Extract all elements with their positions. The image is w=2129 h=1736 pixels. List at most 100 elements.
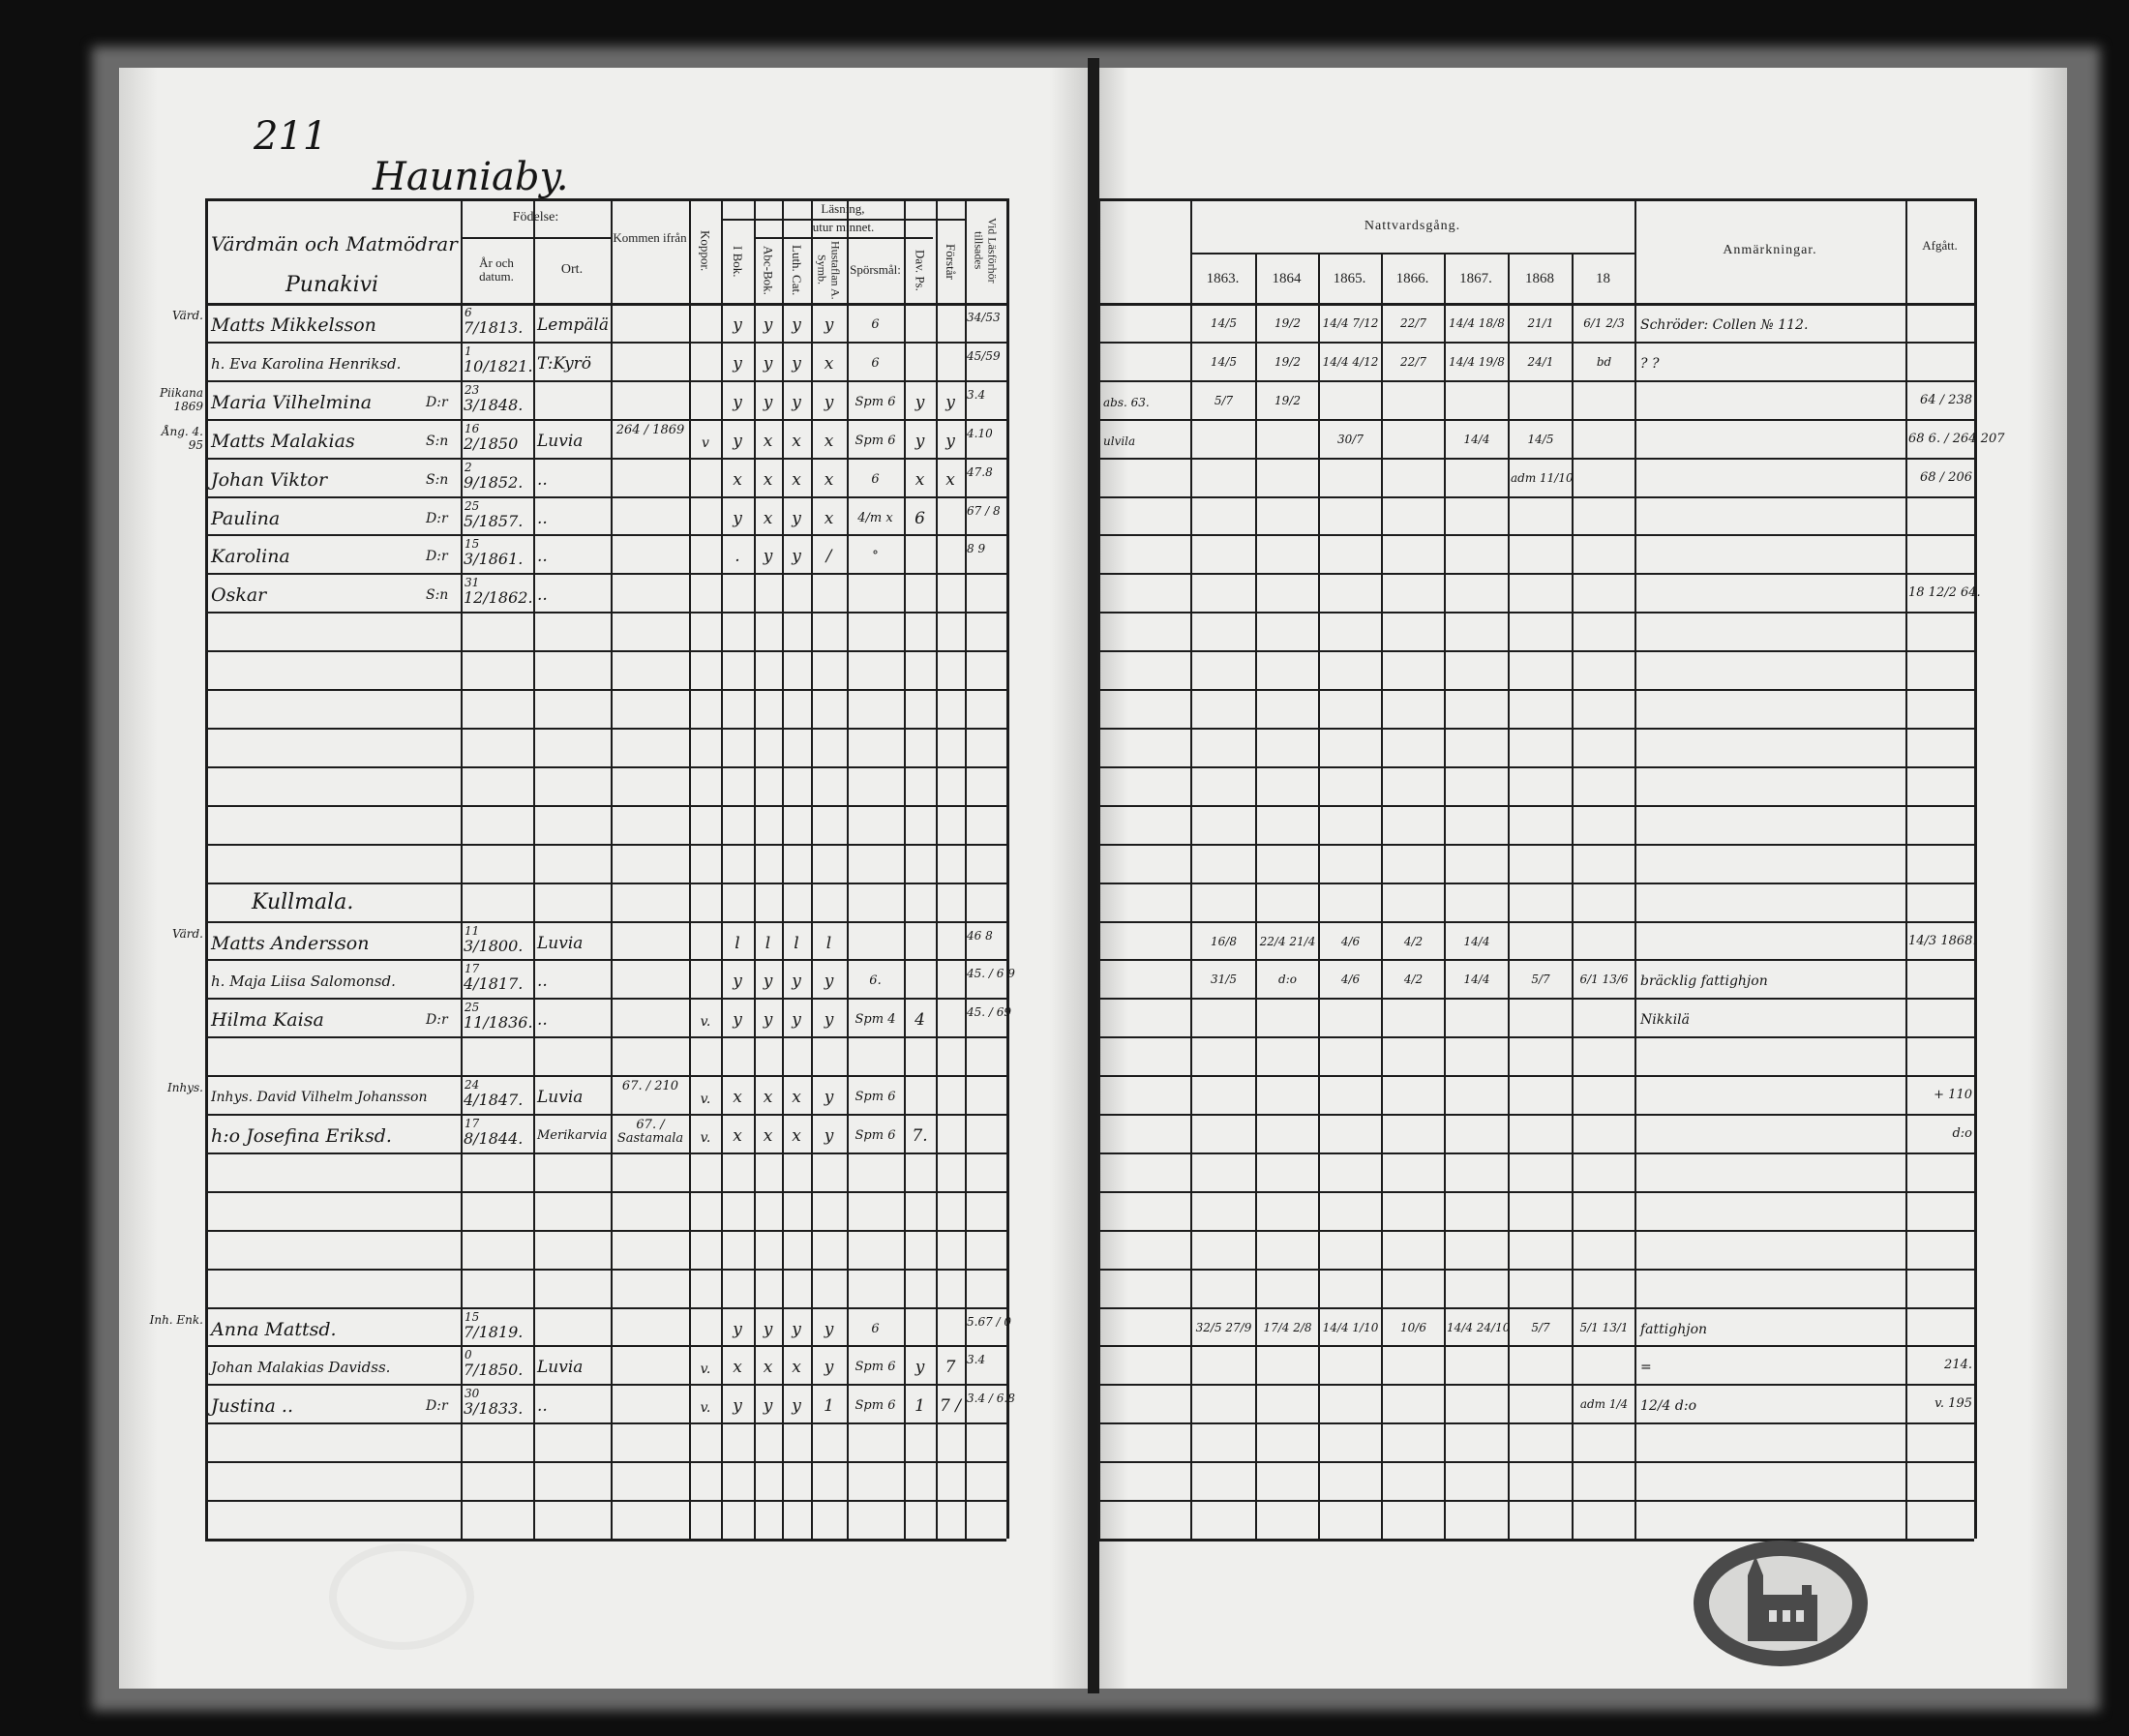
communion-date: 14/4 7/12 [1322, 316, 1379, 330]
communion-subrule [1190, 253, 1634, 254]
row-rule [207, 1461, 1006, 1463]
birth-subrule [461, 237, 611, 239]
person-name: h. Eva Karolina Henriksd. [211, 354, 402, 373]
birth-date: 3/1800. [464, 936, 524, 955]
right-column-rule [1097, 198, 1100, 1539]
reading-luth: y [792, 1319, 801, 1339]
right-margin-note: ulvila [1103, 434, 1136, 448]
reading-forstar: 7 / [940, 1396, 961, 1417]
reading-ibok: y [733, 1319, 742, 1339]
row-rule [1099, 959, 1974, 961]
right-table-bottom-border [1097, 1539, 1974, 1541]
birth-date: 7/1813. [464, 318, 524, 337]
reading-husfl: y [824, 1010, 834, 1031]
birth-date: 9/1852. [464, 472, 524, 492]
row-rule [1099, 496, 1974, 498]
header-birth-year: År och datum. [479, 255, 514, 284]
reading-ibok: x [733, 1358, 742, 1378]
communion-date: 14/4 [1463, 432, 1490, 446]
reading-husfl: l [825, 933, 832, 953]
communion-date: 21/1 [1527, 316, 1554, 330]
departed-note: + 110 [1934, 1088, 1972, 1103]
exam-note: 45. / 69 [967, 1005, 1012, 1020]
row-rule [207, 921, 1006, 923]
communion-date: 22/7 [1400, 354, 1426, 369]
reading-husfl: x [824, 469, 834, 490]
reading-spors: 4/m x [857, 510, 893, 525]
right-column-rule [1508, 253, 1510, 1539]
right-column-rule [1190, 198, 1192, 1539]
reading-husfl: y [824, 1088, 834, 1108]
exam-note: 45/59 [967, 348, 1001, 363]
birth-day: 16 [465, 421, 480, 435]
birth-place: .. [537, 585, 548, 606]
header-farm-name: Punakivi [285, 273, 379, 297]
person-name: h:o Josefina Eriksd. [211, 1125, 392, 1148]
reading-forstar: y [945, 431, 955, 451]
relation-abbrev: D:r [426, 549, 448, 565]
departed-note: 68 6. / 264 207 [1908, 431, 2005, 446]
birth-day: 31 [465, 576, 480, 590]
right-table-top-border [1097, 198, 1974, 201]
reading-spors: ° [872, 549, 879, 564]
row-rule [1099, 1461, 1974, 1463]
faint-stamp [329, 1543, 474, 1650]
reading-spors: Spm 4 [855, 1012, 896, 1028]
header-catechism: Luth. Cat. [790, 244, 804, 296]
row-rule [1099, 1345, 1974, 1347]
header-smallpox: Koppor. [698, 229, 713, 272]
birth-day: 11 [465, 923, 480, 938]
row-rule [1099, 1114, 1974, 1116]
person-name: Matts Andersson [211, 932, 370, 954]
reading-ibok: y [733, 392, 742, 412]
reading-abc: y [763, 353, 773, 374]
row-rule [1099, 1500, 1974, 1502]
person-name: Karolina [211, 546, 290, 568]
right-page [1099, 68, 2067, 1689]
right-header-bottom [1097, 303, 1974, 306]
row-rule [1099, 1230, 1974, 1232]
header-house-table: Hustaflan A. Symb. [815, 240, 843, 300]
reading-luth: x [792, 469, 801, 490]
remark: ? ? [1640, 355, 1660, 372]
birth-day: 24 [465, 1078, 480, 1092]
margin-note: Värd. [172, 926, 203, 941]
reading-husfl: y [824, 1126, 834, 1147]
birth-place: Luvia [537, 1088, 584, 1108]
row-rule [207, 1075, 1006, 1077]
exam-note: 47.8 [967, 464, 993, 479]
reading-husfl: x [824, 353, 834, 374]
smallpox-mark: v. [700, 1130, 711, 1147]
row-rule [207, 1036, 1006, 1038]
farm-heading: Kullmala. [252, 889, 354, 914]
reading-abc: y [763, 972, 773, 992]
header-name-column: Värdmän och Matmödrar [211, 232, 458, 255]
birth-day: 30 [465, 1387, 480, 1401]
communion-date: 14/4 [1463, 934, 1490, 948]
communion-date: 5/1 13/1 [1579, 1320, 1629, 1334]
smallpox-mark: v [702, 434, 709, 451]
exam-note: 67 / 8 [967, 503, 1001, 518]
row-rule [207, 959, 1006, 961]
left-column-rule [754, 198, 756, 1539]
birth-date: 2/1850 [464, 434, 519, 453]
header-understands: Förstår [944, 243, 958, 280]
remark: bräcklig fattighjon [1640, 973, 1768, 990]
birth-place: Lempälä [537, 315, 610, 335]
reading-ibok: y [733, 972, 742, 992]
communion-date: bd [1596, 354, 1612, 369]
communion-date: 19/2 [1274, 316, 1301, 330]
reading-husfl: x [824, 508, 834, 528]
reading-forstar: x [945, 469, 955, 490]
row-rule [1099, 1191, 1974, 1193]
row-rule [207, 573, 1006, 575]
reading-spors: Spm 6 [855, 394, 896, 409]
right-margin-note: abs. 63. [1103, 395, 1150, 409]
reading-abc: x [763, 1126, 773, 1147]
by-heart-subrule [754, 237, 933, 239]
reading-abc: l [765, 933, 771, 953]
birth-place: Merikarvia [537, 1128, 608, 1144]
reading-abc: y [763, 547, 773, 567]
margin-note: Piikana 1869 [159, 385, 203, 413]
row-rule [207, 998, 1006, 1000]
